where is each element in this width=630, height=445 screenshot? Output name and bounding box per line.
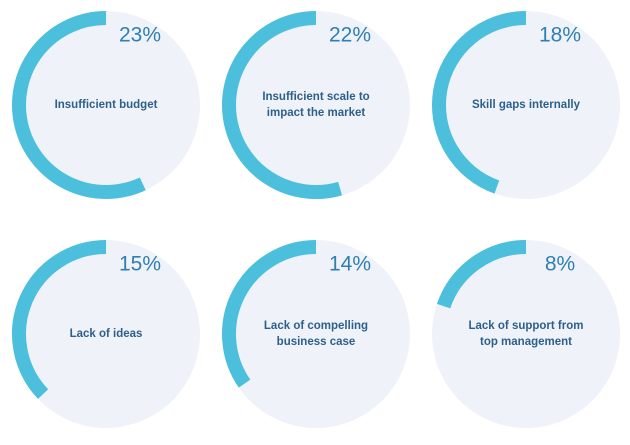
category-label: Insufficient budget xyxy=(55,99,158,111)
donut-item: 14% Lack of compelling business case xyxy=(222,240,410,428)
percent-label: 22% xyxy=(329,24,371,47)
donut-background-disc xyxy=(12,11,200,199)
category-label: top management xyxy=(480,336,572,348)
donut-item: 23% Insufficient budget xyxy=(12,11,200,199)
donut-background-disc xyxy=(222,240,410,428)
category-label: Lack of ideas xyxy=(70,328,143,340)
category-label: Skill gaps internally xyxy=(472,99,581,111)
donut-item: 22% Insufficient scale to impact the marke… xyxy=(221,11,410,199)
donut-background-disc xyxy=(12,240,200,428)
donut-item: 15% Lack of ideas xyxy=(12,240,200,428)
category-label: Insufficient scale to xyxy=(262,91,369,103)
percent-label: 23% xyxy=(119,24,161,47)
donut-value-arc xyxy=(222,240,317,388)
donut-value-arc xyxy=(436,240,527,309)
category-label: business case xyxy=(277,336,356,348)
donut-background-disc xyxy=(432,11,620,199)
percent-label: 18% xyxy=(539,24,581,47)
donut-value-arc xyxy=(432,11,527,194)
percent-label: 14% xyxy=(329,253,371,276)
donut-item: 18% Skill gaps internally xyxy=(432,11,620,199)
donut-item: 8% Lack of support from top management xyxy=(432,240,620,428)
category-label: Lack of support from xyxy=(468,320,583,332)
percent-label: 8% xyxy=(545,253,575,276)
donut-value-arc xyxy=(12,11,146,199)
category-label: impact the market xyxy=(267,107,366,119)
category-label: Lack of compelling xyxy=(264,320,368,332)
donut-background-disc xyxy=(222,11,410,199)
donut-background-disc xyxy=(432,240,620,428)
donut-value-arc xyxy=(12,240,107,399)
donut-value-arc xyxy=(221,11,343,199)
percent-label: 15% xyxy=(119,253,161,276)
